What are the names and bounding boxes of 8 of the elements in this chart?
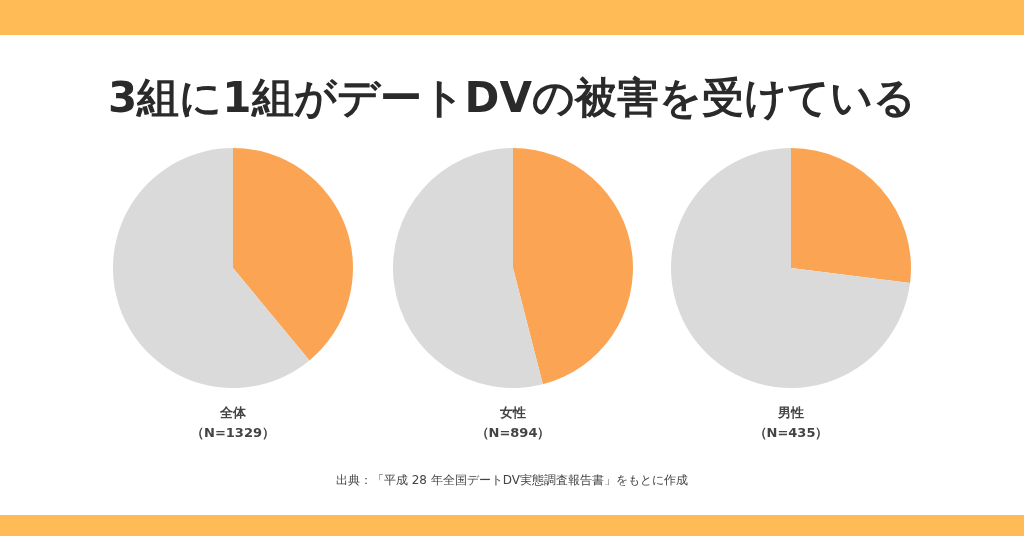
source-note: 出典：「平成 28 年全国デートDV実態調査報告書」をもとに作成	[334, 472, 690, 489]
text: 全体	[219, 404, 247, 422]
text: （N=894）	[474, 424, 552, 442]
text: 女性	[499, 404, 527, 422]
text: 男性	[777, 404, 805, 422]
text: （N=435）	[752, 424, 830, 442]
text: （N=1329）	[190, 424, 276, 442]
text: 3組に1組がデートDVの被害を受けている	[107, 72, 917, 124]
